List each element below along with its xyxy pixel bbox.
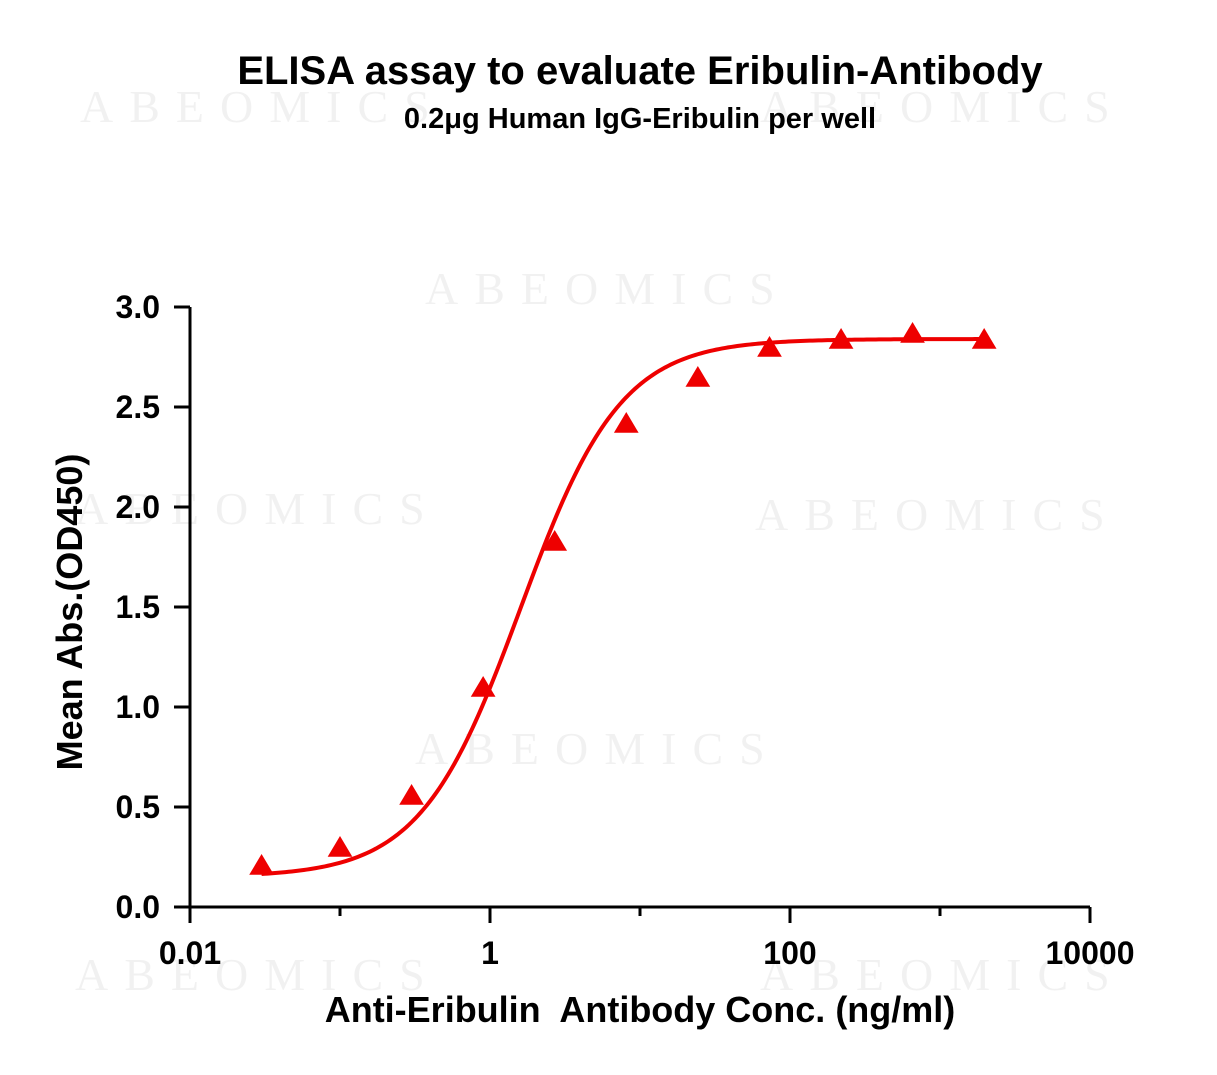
x-tick-label: 1	[481, 935, 499, 971]
data-point	[399, 784, 424, 805]
data-point	[249, 854, 274, 875]
watermark-text: ABEOMICS	[415, 723, 781, 774]
y-tick-label: 3.0	[116, 289, 160, 325]
data-point	[685, 366, 711, 387]
y-tick-label: 2.5	[116, 389, 160, 425]
x-ticks: 0.01 1 100 10000	[159, 907, 1135, 971]
x-axis-label: Anti-Eribulin Antibody Conc. (ng/ml)	[325, 989, 956, 1030]
data-point	[828, 328, 854, 349]
watermark-text: ABEOMICS	[80, 81, 446, 132]
data-point	[542, 530, 568, 551]
data-point	[971, 328, 997, 349]
watermark-text: ABEOMICS	[760, 81, 1126, 132]
data-point	[613, 412, 639, 433]
fit-curve	[261, 337, 985, 876]
y-tick-label: 1.5	[116, 589, 160, 625]
data-markers	[249, 322, 997, 875]
data-point	[470, 676, 496, 697]
watermark-text: ABEOMICS	[75, 949, 441, 1000]
y-axis-label: Mean Abs.(OD450)	[49, 454, 90, 771]
watermark-text: ABEOMICS	[760, 949, 1126, 1000]
chart-subtitle: 0.2μg Human IgG-Eribulin per well	[404, 103, 876, 135]
watermark-layer: ABEOMICS ABEOMICS ABEOMICS ABEOMICS ABEO…	[75, 81, 1126, 1000]
y-tick-label: 0.5	[116, 789, 160, 825]
y-tick-label: 1.0	[116, 689, 160, 725]
y-tick-label: 0.0	[116, 889, 160, 925]
data-point	[757, 336, 782, 357]
x-tick-label: 100	[763, 935, 816, 971]
chart-title: ELISA assay to evaluate Eribulin-Antibod…	[237, 49, 1043, 93]
data-point	[900, 322, 925, 343]
watermark-text: ABEOMICS	[425, 263, 791, 314]
axes: 0.0 0.5 1.0 1.5 2.0 2.5 3.0 0.01 1 100 10000	[116, 289, 1135, 971]
y-ticks: 0.0 0.5 1.0 1.5 2.0 2.5 3.0	[116, 289, 190, 925]
watermark-text: ABEOMICS	[75, 483, 441, 534]
x-tick-label: 0.01	[159, 935, 221, 971]
data-point	[327, 836, 353, 857]
y-tick-label: 2.0	[116, 489, 160, 525]
watermark-text: ABEOMICS	[755, 489, 1121, 540]
x-tick-label: 10000	[1046, 935, 1135, 971]
